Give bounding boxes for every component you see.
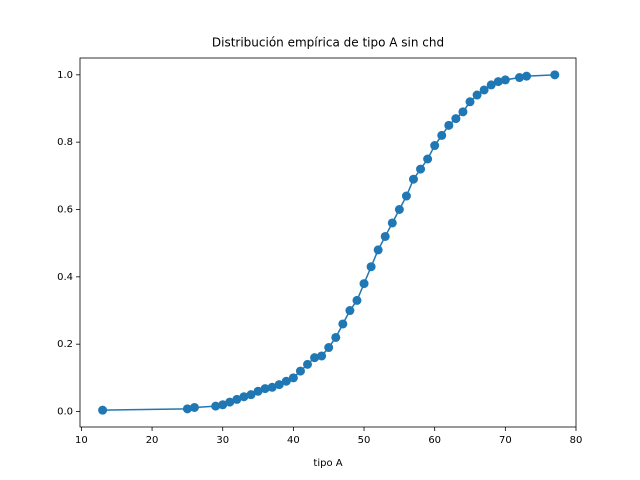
point (288, 373, 298, 383)
x-tick-label: 70 (499, 435, 512, 446)
point (232, 394, 242, 404)
point (408, 174, 418, 184)
point (430, 141, 440, 151)
chart-title: Distribución empírica de tipo A sin chd (212, 36, 444, 50)
point (444, 120, 454, 130)
y-tick-label: 0.0 (57, 407, 73, 418)
y-tick-label: 0.2 (57, 339, 73, 350)
point (416, 164, 426, 174)
point (366, 262, 376, 272)
point (423, 154, 433, 164)
point (373, 245, 383, 255)
x-axis-label: tipo A (313, 458, 342, 469)
point (331, 332, 341, 342)
point (295, 366, 305, 376)
point (352, 295, 362, 305)
point (380, 231, 390, 241)
y-tick-label: 0.4 (57, 272, 73, 283)
point (486, 80, 496, 90)
point (260, 384, 270, 394)
point (522, 71, 532, 81)
y-tick-label: 0.6 (57, 205, 73, 216)
series-line (102, 74, 555, 411)
point (479, 85, 489, 95)
point (310, 353, 320, 363)
point (189, 402, 199, 412)
point (493, 77, 503, 87)
x-tick-label: 10 (75, 435, 88, 446)
point (338, 319, 348, 329)
point (387, 218, 397, 228)
point (401, 191, 411, 201)
point (437, 130, 447, 140)
point (324, 343, 334, 353)
point (458, 107, 468, 117)
x-tick-label: 50 (358, 435, 371, 446)
point (211, 401, 221, 411)
point (267, 382, 277, 392)
point (274, 380, 284, 390)
x-tick-label: 80 (570, 435, 583, 446)
point (182, 404, 192, 414)
point (394, 205, 404, 215)
point (239, 392, 249, 402)
point (281, 376, 291, 386)
y-tick-label: 1.0 (57, 70, 73, 81)
point (500, 75, 510, 85)
point (303, 359, 313, 369)
point (514, 73, 524, 83)
point (246, 390, 256, 400)
x-tick-label: 60 (428, 435, 441, 446)
point (472, 90, 482, 100)
point (98, 405, 108, 415)
x-tick-label: 30 (216, 435, 229, 446)
x-tick-label: 20 (146, 435, 159, 446)
point (465, 97, 475, 107)
point (317, 351, 327, 361)
point (345, 306, 355, 316)
point (218, 400, 228, 410)
point (359, 279, 369, 289)
point (253, 386, 263, 396)
point (550, 70, 560, 80)
y-tick-label: 0.8 (57, 137, 73, 148)
point (451, 114, 461, 124)
x-tick-label: 40 (287, 435, 300, 446)
point (225, 397, 235, 407)
axes-frame (79, 57, 577, 428)
